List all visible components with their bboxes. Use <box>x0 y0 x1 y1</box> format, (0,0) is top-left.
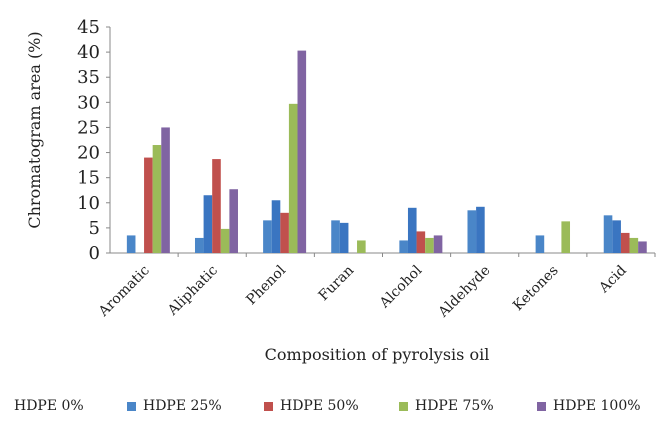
bar <box>339 222 349 253</box>
bar <box>357 240 366 253</box>
bar <box>425 237 434 253</box>
y-tick-label: 30 <box>77 92 100 113</box>
bar <box>152 145 162 253</box>
legend-label: HDPE 75% <box>415 398 494 414</box>
x-axis-label: Composition of pyrolysis oil <box>265 345 490 364</box>
legend-label: HDPE 25% <box>143 398 222 414</box>
y-tick-label: 10 <box>77 193 100 214</box>
bar <box>263 220 272 253</box>
legend-label: HDPE 50% <box>280 398 359 414</box>
x-axis: Aromatic Aliphatic Phenol Furan Alcohol Aldeh… <box>95 252 656 322</box>
x-tick-label: Phenol <box>243 262 289 308</box>
bar <box>620 232 630 253</box>
legend-swatch <box>399 401 408 411</box>
bars <box>126 50 647 253</box>
bar <box>433 235 443 253</box>
y-tick-label: 25 <box>77 117 100 138</box>
bar <box>271 200 281 253</box>
x-tick-label: Acid <box>596 262 630 296</box>
bar <box>288 103 298 253</box>
x-tick-label: Alcohol <box>376 262 426 312</box>
legend: HDPE 0% HDPE 25% HDPE 50% HDPE 75% HDPE 100% <box>0 398 662 420</box>
bar <box>476 206 485 253</box>
bar <box>194 237 204 253</box>
bar <box>407 207 417 253</box>
bar <box>161 127 170 253</box>
legend-item: HDPE 100% <box>537 398 641 414</box>
bar <box>126 235 136 253</box>
y-tick-label: 35 <box>77 67 100 88</box>
bar <box>603 215 613 253</box>
x-tick-label: Furan <box>316 263 358 305</box>
bar <box>212 159 221 253</box>
bar <box>144 157 153 253</box>
bar <box>629 237 639 253</box>
bar <box>220 228 230 253</box>
legend-item: HDPE 75% <box>399 398 494 414</box>
bar <box>229 189 238 253</box>
bar <box>280 212 289 253</box>
y-axis: 0 5 10 15 20 25 30 35 40 45 <box>77 17 111 264</box>
bar <box>297 50 307 253</box>
y-tick-label: 20 <box>77 143 100 164</box>
bar <box>612 220 621 253</box>
bar <box>331 220 340 253</box>
x-tick-label: Ketones <box>510 263 562 315</box>
bar <box>399 240 408 253</box>
x-tick-label: Aromatic <box>95 262 153 320</box>
y-tick-label: 5 <box>89 218 100 239</box>
bar <box>638 241 647 253</box>
legend-item: HDPE 25% <box>127 398 222 414</box>
bar <box>203 195 213 253</box>
legend-label: HDPE 0% <box>14 398 84 414</box>
legend-item: HDPE 0% <box>14 398 84 414</box>
y-tick-label: 40 <box>77 42 100 63</box>
bar <box>561 221 571 253</box>
x-tick-label: Aldehyde <box>435 263 494 322</box>
bar <box>535 235 545 253</box>
y-axis-label: Chromatogram area (%) <box>25 31 44 228</box>
legend-swatch <box>127 401 136 411</box>
legend-label: HDPE 100% <box>553 398 641 414</box>
y-tick-label: 45 <box>77 17 100 38</box>
x-tick-label: Aliphatic <box>164 262 221 319</box>
y-tick-label: 0 <box>89 243 100 264</box>
legend-item: HDPE 50% <box>264 398 359 414</box>
legend-swatch <box>264 401 273 411</box>
bar <box>416 231 426 253</box>
bar <box>467 210 477 253</box>
y-tick-label: 15 <box>77 168 100 189</box>
legend-swatch <box>537 401 546 411</box>
